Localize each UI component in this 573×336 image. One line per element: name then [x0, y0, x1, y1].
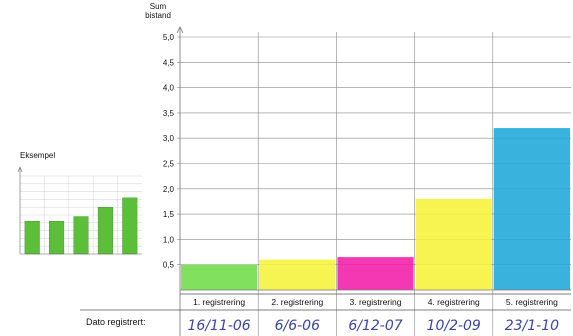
- date-value: 23/1-10: [505, 318, 559, 334]
- y-tick-label: 4,5: [163, 58, 175, 67]
- mini-bar: [97, 207, 113, 255]
- y-axis-arrow: [176, 26, 184, 34]
- y-tick-label: 2,0: [163, 185, 175, 194]
- mini-bar: [122, 197, 138, 255]
- mini-y-axis-arrow: [17, 166, 23, 173]
- category-label: 3. registrering: [350, 297, 402, 307]
- mini-bar: [49, 221, 65, 255]
- y-tick-label: 0,5: [163, 261, 175, 270]
- date-value: 6/6-06: [275, 318, 320, 334]
- category-label: 4. registrering: [428, 297, 480, 307]
- date-value: 10/2-09: [427, 318, 481, 334]
- example-chart-title: Eksempel: [20, 151, 56, 160]
- category-label: 5. registrering: [506, 297, 558, 307]
- bar: [259, 259, 336, 290]
- bar: [493, 128, 570, 290]
- y-axis-label: Sum bistand: [145, 2, 171, 20]
- bar: [415, 198, 492, 290]
- bar: [337, 257, 414, 290]
- date-value: 6/12-07: [348, 318, 402, 334]
- y-tick-label: 2,5: [163, 160, 175, 169]
- bar: [181, 264, 258, 290]
- example-bar-chart: [17, 166, 142, 255]
- y-tick-label: 4,0: [163, 84, 175, 93]
- y-tick-label: 5,0: [163, 33, 175, 42]
- y-tick-label: 1,5: [163, 210, 175, 219]
- date-row-label: Dato registrert:: [86, 317, 146, 327]
- date-value: 16/11-06: [187, 318, 250, 334]
- y-tick-label: 3,0: [163, 134, 175, 143]
- category-label: 2. registrering: [271, 297, 323, 307]
- y-tick-label: 3,5: [163, 109, 175, 118]
- mini-bar: [24, 221, 40, 255]
- mini-bar: [73, 216, 89, 255]
- category-label: 1. registrering: [193, 297, 245, 307]
- y-tick-label: 1,0: [163, 235, 175, 244]
